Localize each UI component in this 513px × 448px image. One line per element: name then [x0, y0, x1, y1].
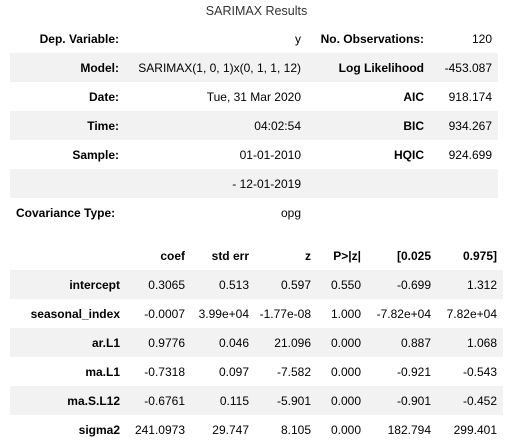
summary-row: - 12-01-2019 — [10, 169, 498, 198]
table-cell: 0.000 — [330, 422, 361, 437]
column-header: std err — [211, 248, 249, 263]
coefficient-header-row: coef std err z P>|z| [0.025 0.975] — [10, 241, 503, 270]
summary-label: Dep. Variable: — [39, 31, 119, 46]
table-cell: -0.921 — [396, 364, 431, 379]
summary-value: opg — [280, 205, 301, 220]
summary-value: 924.699 — [448, 147, 492, 162]
summary-value: 918.174 — [448, 89, 492, 104]
column-header: z — [305, 248, 311, 263]
table-cell: -0.6761 — [128, 386, 191, 415]
summary-label: Time: — [10, 111, 125, 140]
row-label: intercept — [10, 270, 128, 299]
summary-label: Covariance Type: — [16, 205, 116, 220]
summary-value: 120 — [471, 31, 492, 46]
table-cell: 1.068 — [437, 328, 503, 357]
table-row: seasonal_index -0.0007 3.99e+04 -1.77e-0… — [10, 299, 503, 328]
table-cell: 0.887 — [367, 328, 437, 357]
summary-value: 04:02:54 — [125, 111, 305, 140]
summary-label: No. Observations: — [320, 31, 424, 46]
table-cell: 0.597 — [255, 270, 317, 299]
row-label: ma.S.L12 — [10, 386, 128, 415]
column-header — [10, 241, 128, 270]
column-header: [0.025 — [396, 248, 431, 263]
table-cell: -5.901 — [255, 386, 317, 415]
table-cell: -0.543 — [462, 364, 497, 379]
table-cell: -0.901 — [367, 386, 437, 415]
table-cell: 182.794 — [387, 422, 431, 437]
table-cell: 0.513 — [191, 270, 255, 299]
table-cell: 29.747 — [212, 422, 249, 437]
table-cell: 1.000 — [330, 306, 361, 321]
table-cell: 0.550 — [317, 270, 367, 299]
summary-label: Model: — [10, 53, 125, 82]
summary-value: SARIMAX(1, 0, 1)x(0, 1, 1, 12) — [125, 53, 305, 82]
table-cell: -0.7318 — [144, 364, 185, 379]
summary-row: Dep. Variable: y No. Observations: 120 — [10, 24, 498, 53]
summary-label: Log Likelihood — [305, 53, 430, 82]
table-cell: -7.82e+04 — [376, 306, 431, 321]
column-header: 0.975] — [462, 248, 497, 263]
table-row: ma.S.L12 -0.6761 0.115 -5.901 0.000 -0.9… — [10, 386, 503, 415]
model-summary-table: Dep. Variable: y No. Observations: 120 M… — [10, 24, 498, 227]
table-cell: 241.0973 — [134, 422, 185, 437]
summary-label: AIC — [403, 89, 424, 104]
table-cell: 0.000 — [317, 328, 367, 357]
summary-value — [430, 198, 498, 227]
row-label: ar.L1 — [10, 328, 128, 357]
summary-value: 934.267 — [430, 111, 498, 140]
table-cell: -0.452 — [437, 386, 503, 415]
summary-row: Model: SARIMAX(1, 0, 1)x(0, 1, 1, 12) Lo… — [10, 53, 498, 82]
summary-label: HQIC — [394, 147, 424, 162]
table-row: ar.L1 0.9776 0.046 21.096 0.000 0.887 1.… — [10, 328, 503, 357]
table-cell: 3.99e+04 — [198, 306, 249, 321]
table-cell: 8.105 — [280, 422, 311, 437]
summary-value: -453.087 — [430, 53, 498, 82]
table-cell: 0.3065 — [128, 270, 191, 299]
table-cell: 0.9776 — [128, 328, 191, 357]
table-caption: SARIMAX Results — [205, 4, 308, 18]
table-cell: 0.046 — [191, 328, 255, 357]
column-header: coef — [160, 248, 185, 263]
summary-label: Date: — [88, 89, 119, 104]
column-header: P>|z| — [333, 248, 361, 263]
table-row: sigma2 241.0973 29.747 8.105 0.000 182.7… — [10, 415, 503, 444]
summary-label: BIC — [305, 111, 430, 140]
summary-label — [10, 169, 125, 198]
summary-value: - 12-01-2019 — [125, 169, 305, 198]
summary-row: Time: 04:02:54 BIC 934.267 — [10, 111, 498, 140]
table-cell: 0.000 — [330, 364, 361, 379]
table-row: intercept 0.3065 0.513 0.597 0.550 -0.69… — [10, 270, 503, 299]
summary-value — [430, 169, 498, 198]
table-row: ma.L1 -0.7318 0.097 -7.582 0.000 -0.921 … — [10, 357, 503, 386]
summary-value: Tue, 31 Mar 2020 — [206, 89, 301, 104]
summary-value: 01-01-2010 — [239, 147, 301, 162]
summary-row: Sample: 01-01-2010 HQIC 924.699 — [10, 140, 498, 169]
table-cell: 0.097 — [218, 364, 249, 379]
summary-row: Covariance Type: opg — [10, 198, 498, 227]
row-label: ma.L1 — [85, 364, 120, 379]
row-label: seasonal_index — [30, 306, 120, 321]
summary-label — [305, 169, 430, 198]
summary-label: Sample: — [72, 147, 119, 162]
summary-label — [305, 198, 430, 227]
table-cell: 0.115 — [191, 386, 255, 415]
summary-row: Date: Tue, 31 Mar 2020 AIC 918.174 — [10, 82, 498, 111]
table-cell: 21.096 — [255, 328, 317, 357]
summary-value: y — [295, 31, 301, 46]
table-cell: 0.000 — [317, 386, 367, 415]
table-cell: -1.77e-08 — [259, 306, 311, 321]
table-cell: 7.82e+04 — [446, 306, 497, 321]
table-cell: -0.0007 — [144, 306, 185, 321]
coefficient-table: coef std err z P>|z| [0.025 0.975] inter… — [10, 241, 503, 444]
table-cell: 299.401 — [453, 422, 497, 437]
table-cell: 1.312 — [437, 270, 503, 299]
table-cell: -0.699 — [367, 270, 437, 299]
table-cell: -7.582 — [276, 364, 311, 379]
row-label: sigma2 — [78, 422, 120, 437]
